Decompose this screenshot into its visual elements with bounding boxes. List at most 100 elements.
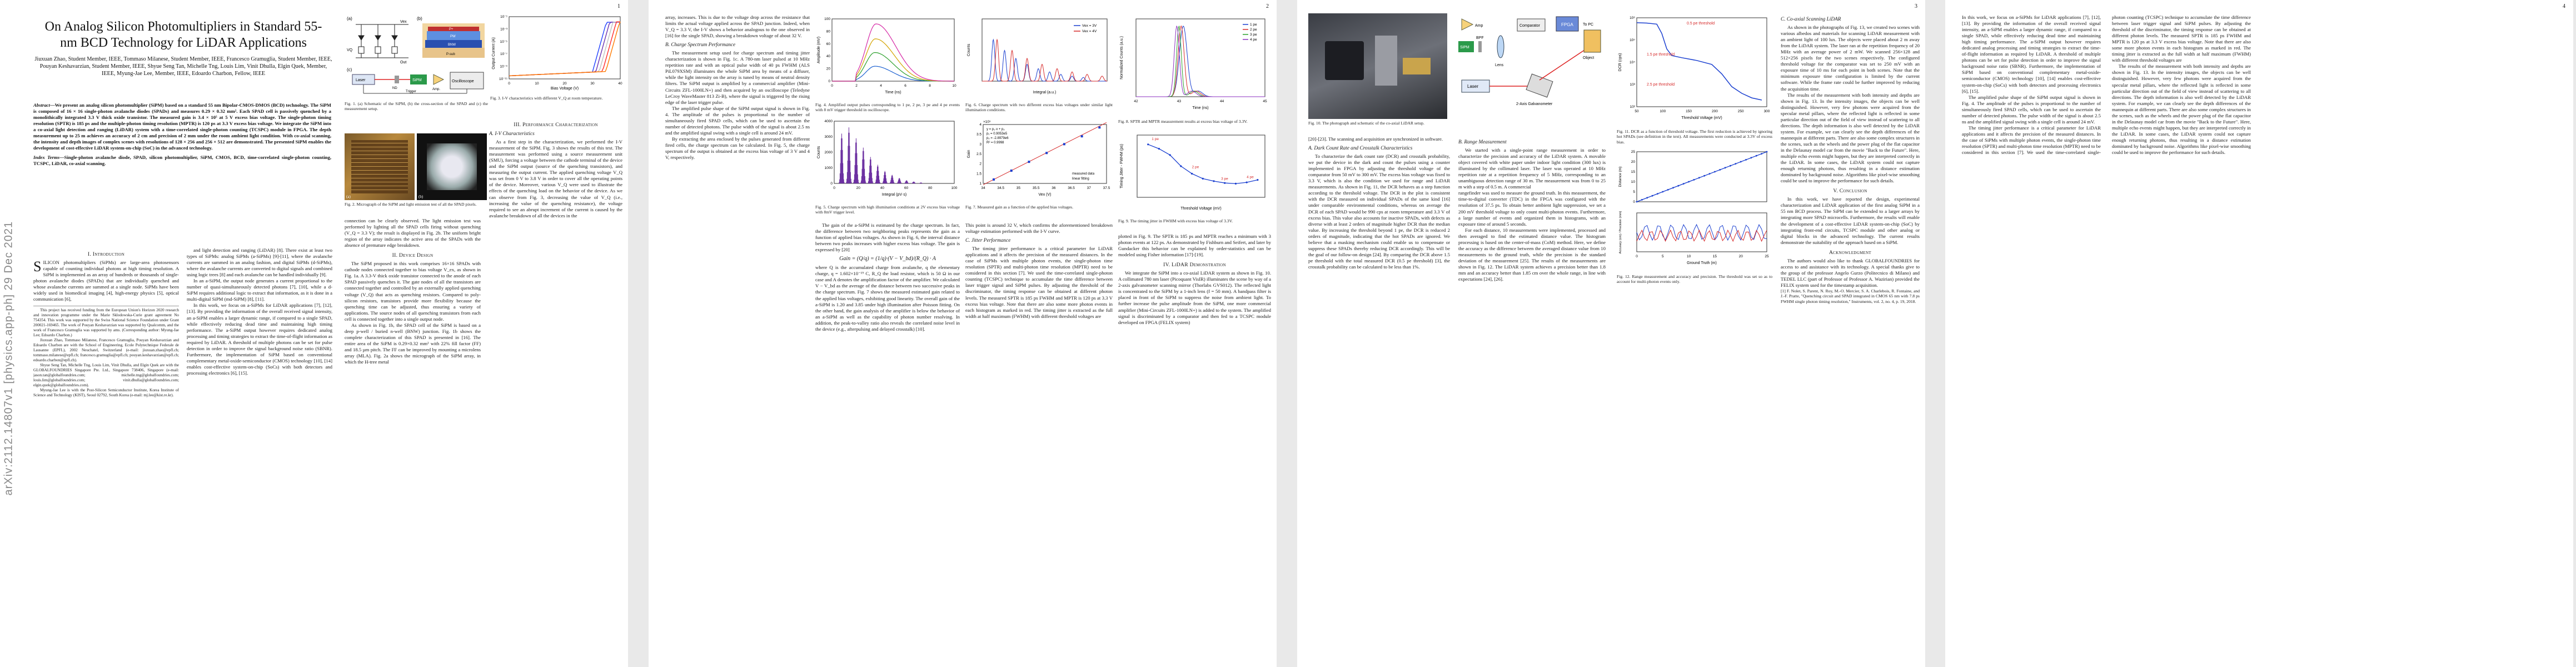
fig7-data-point [1010,170,1013,172]
fig6-legend-entry: Vex = 4V [1082,29,1097,33]
fig7-fit-text: p₂ = -2.8979e6 [986,137,1009,140]
fig11-xtick: 50 [1635,109,1639,113]
svg-text:PW: PW [450,35,456,38]
fig5-hist-bar [854,174,855,183]
fig4-ylabel: Amplitude (mV) [817,37,821,63]
setup-photo [1308,13,1447,119]
fig8-legend-entry: 3 pe [1250,33,1257,37]
fig12-data-point [1688,181,1690,183]
fig7-fit-text: y = p₁·x + p₂ [986,128,1005,131]
fig6-plot-area [981,18,1108,82]
figure-9-chart: Threshold Voltage (mV) Timing Jitter - FW… [1120,135,1265,211]
fig4-ytick: 0 [828,79,830,83]
fig12-data-point [1714,171,1716,173]
figure-9-caption: Fig. 9. The timing jitter in FWHM with e… [1118,218,1233,223]
fig11-annotation: 2.5 pe threshold [1647,83,1675,87]
fig7-data-point [1028,161,1030,163]
fig5-hist-bar [839,179,840,183]
fig5-hist-bar [891,175,893,183]
page4-column-mid: B. Range Measurement We started with a s… [1458,140,1606,282]
fig7-legend-entry: linear fitting [1072,177,1089,181]
fig5-hist-bar [905,181,906,183]
fig5-hist-bar [900,181,901,183]
fig7-ytick: 2 [979,162,981,166]
figure-12-caption: Fig. 12. Range measurement and accuracy … [1617,274,1772,285]
fig3-xlabel: Bias Voltage (V) [551,87,579,91]
fig5-hist-bar [844,182,845,183]
figure-8-chart: Time (ns) Normalized Counts (a.u.) 42 43 44 4… [1120,18,1267,110]
figure-7-caption: Fig. 7. Measured gain as a function of t… [965,205,1074,210]
fig5-hist-bar [899,178,900,183]
fig5-hist-bar [892,176,893,183]
page-2: 2 array, increases. This is due to the v… [649,0,1277,667]
fig5-hist-bar [868,181,869,183]
fig6-xlabel: Integral (a.u.) [1033,91,1057,94]
fig7-fit-text: R² = 0.9998 [986,141,1004,145]
figure-4: Time (ns) Amplitude (mV) 0 2 4 6 8 10 0 20 40 60 80 1… [815,14,960,116]
fig12-xtick: 15 [1713,255,1717,258]
figure-3-caption: Fig. 3. I-V characteristics with differe… [490,96,603,101]
fig12-ytick: 25 [1631,150,1636,154]
fig5-xtick: 80 [928,186,933,190]
fig11-dcr-line [1636,22,1762,101]
fig5-hist-bar [869,166,870,183]
svg-text:2-Axis Galvanometer: 2-Axis Galvanometer [1516,102,1553,106]
reference-1: [1] F. Nolet, S. Parent, N. Roy, M.-O. M… [1781,288,1920,304]
fig7-data-point [1045,152,1048,155]
fig12-xtick: 20 [1739,255,1743,258]
fig12-data-point [1657,193,1658,195]
fig5-hist-bar [886,181,887,183]
fig4-plot-area [831,18,955,82]
fig7-xtick: 35 [1017,186,1021,190]
fig12-data-point [1677,185,1680,187]
fig6-ylabel: Counts [967,43,971,56]
fig5-plot-area [834,121,955,184]
fig9-data-point [1257,179,1259,181]
fig9-data-point [1158,148,1160,150]
fig5-hist-bar [891,176,892,183]
fig12-xtick: 5 [1662,255,1664,258]
fig12-data-point [1667,189,1669,191]
fig12-data-point [1682,183,1685,185]
fig5-hist-bar [858,180,859,183]
fig3-xtick: 30 [590,82,595,86]
fig3-xtick: 10 [535,82,539,86]
figure-5-caption: Fig. 5. Charge spectrum with high illumi… [815,205,960,215]
fig5-xtick: 60 [904,186,909,190]
vex-label: Vex [400,20,407,24]
fig8-legend-entry: 2 pe [1250,28,1257,32]
page3-column-mid: The gain of the a-SiPM is estimated by t… [815,222,960,332]
fig5-hist-bar [890,180,891,183]
abstract: Abstract—We present an analog silicon ph… [33,102,331,167]
svg-text:Amp.: Amp. [432,88,440,91]
fig12-data-point [1761,153,1763,155]
page-3: 3 Laser 2-Axis Galvanometer Object Lens [1297,0,1925,667]
fig5-hist-bar [856,153,858,183]
svg-text:P+: P+ [449,28,454,31]
fig5-hist-bar [856,142,857,183]
fig5-hist-bar [907,181,908,183]
fig7-xtick: 36 [1052,186,1056,190]
svg-text:BPF: BPF [1476,36,1484,40]
out-label: Out [400,61,406,64]
fig4-xtick: 6 [904,84,906,88]
fig12-ytick: 0 [1633,200,1635,204]
page-1: 1 arXiv:2112.14807v1 [physics.app-ph] 29… [0,0,628,667]
gain-equation: Gain = (Q/q) = (1/q)·(V − V_bd)/(R_Q) · … [839,256,936,262]
fig5-hist-bar [861,168,863,183]
fig5-hist-bar [843,173,844,183]
page-number: 1 [617,3,620,9]
fig5-hist-bar [876,171,878,183]
fig4-ytick: 20 [826,67,831,71]
abstract-label: Abstract [33,102,50,108]
page2-column-left: connection can be clearly observed. The … [345,218,481,365]
figure-11-chart: Threshold Voltage (mV) DCR (cps) 50 100 150 2… [1618,16,1770,120]
fig5-hist-bar [906,180,908,183]
fig12-ytick: 5 [1633,190,1635,194]
fig7-xtick: 34.5 [997,186,1004,190]
paper-title: On Analog Silicon Photomultipliers in St… [44,19,322,50]
fig5-hist-bar [858,182,859,183]
fig9-data-point [1213,180,1215,182]
